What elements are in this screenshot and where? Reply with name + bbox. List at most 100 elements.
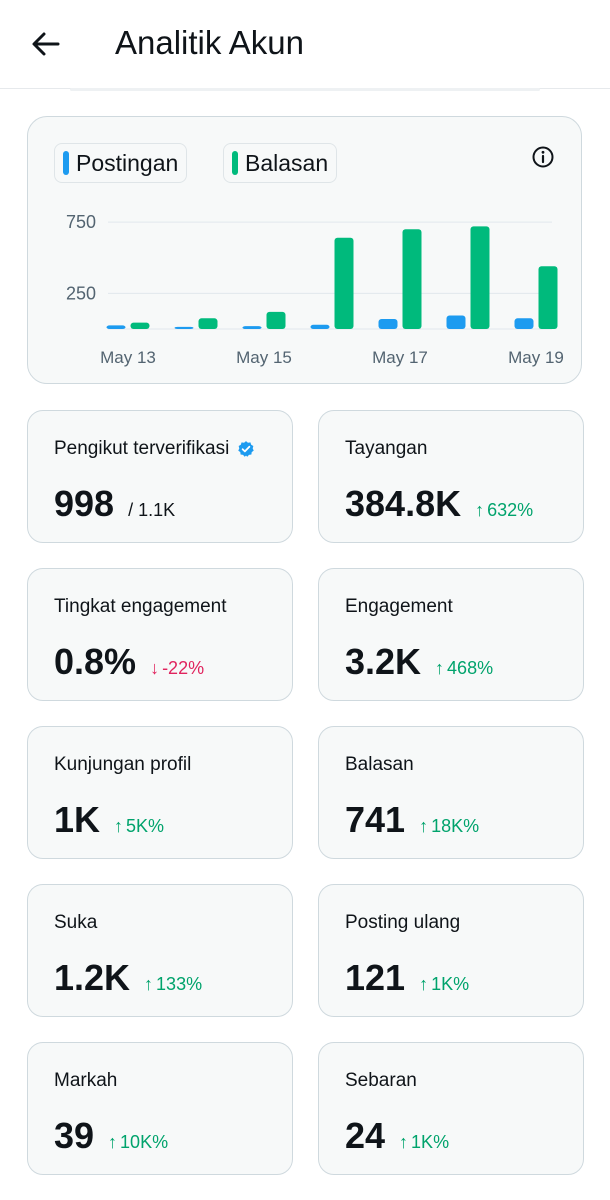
- stat-card[interactable]: Markah 39 ↑ 10K%: [27, 1042, 293, 1175]
- stat-row: 998 / 1.1K: [54, 483, 175, 525]
- bar-postingan-may-19: [514, 318, 534, 329]
- stat-change-value: 10K%: [120, 1132, 169, 1152]
- stat-value: 121: [345, 957, 406, 998]
- bar-balasan-may-19: [538, 266, 558, 329]
- stat-change-value: 632%: [487, 500, 534, 520]
- stat-row: 1.2K ↑ 133%: [54, 957, 202, 999]
- stat-value: 3.2K: [345, 641, 422, 682]
- stat-change: ↑ 468%: [435, 658, 493, 679]
- stat-change: ↑ 10K%: [108, 1132, 168, 1153]
- stat-label-text: Posting ulang: [345, 912, 461, 933]
- stat-change: ↓ -22%: [150, 658, 204, 679]
- arrow-up-icon: ↑: [114, 816, 124, 836]
- legend-item-postingan[interactable]: Postingan: [54, 143, 188, 183]
- bar-postingan-may-17: [378, 319, 398, 329]
- stat-card[interactable]: Sebaran 24 ↑ 1K%: [318, 1042, 584, 1175]
- bar-postingan-may-14: [174, 326, 194, 329]
- stat-value: 998: [54, 483, 115, 524]
- page-title: Analitik Akun: [115, 24, 304, 61]
- y-tick-label: 250: [66, 283, 96, 303]
- stat-row: 384.8K ↑ 632%: [345, 483, 533, 525]
- stat-label: Pengikut terverifikasi: [54, 438, 255, 460]
- legend-swatch: [232, 151, 238, 175]
- arrow-up-icon: ↑: [475, 500, 485, 520]
- arrow-up-icon: ↑: [108, 1132, 118, 1152]
- stat-card[interactable]: Balasan 741 ↑ 18K%: [318, 726, 584, 859]
- stat-label-text: Engagement: [345, 596, 453, 617]
- stat-label-text: Pengikut terverifikasi: [54, 438, 230, 459]
- stat-row: 1K ↑ 5K%: [54, 799, 164, 841]
- legend-label: Postingan: [76, 149, 179, 176]
- stat-label-text: Balasan: [345, 754, 414, 775]
- stat-change-value: 5K%: [126, 816, 165, 836]
- info-icon: [532, 146, 554, 168]
- x-tick-label: May 15: [236, 348, 292, 367]
- stat-value: 741: [345, 799, 406, 840]
- stat-label: Kunjungan profil: [54, 754, 191, 776]
- stat-value: 384.8K: [345, 483, 462, 524]
- stat-change-value: 18K%: [431, 816, 480, 836]
- arrow-up-icon: ↑: [435, 658, 445, 678]
- stat-change: ↑ 133%: [144, 974, 202, 995]
- x-tick-label: May 17: [372, 348, 428, 367]
- stat-value: 1.2K: [54, 957, 131, 998]
- chart-card: Postingan Balasan 750 250 May 13 May 15 May …: [27, 116, 582, 384]
- bar-balasan-may-16: [334, 237, 354, 329]
- stat-card[interactable]: Tingkat engagement 0.8% ↓ -22%: [27, 568, 293, 701]
- stat-row: 3.2K ↑ 468%: [345, 641, 493, 683]
- back-button[interactable]: [28, 26, 64, 62]
- stat-label: Sebaran: [345, 1070, 417, 1092]
- stat-card[interactable]: Engagement 3.2K ↑ 468%: [318, 568, 584, 701]
- arrow-up-icon: ↑: [144, 974, 154, 994]
- stat-value: 0.8%: [54, 641, 137, 682]
- info-button[interactable]: [531, 145, 555, 169]
- bar-postingan-may-13: [106, 325, 126, 329]
- stat-row: 39 ↑ 10K%: [54, 1115, 168, 1157]
- stat-value: 1K: [54, 799, 101, 840]
- stat-change-value: 1K%: [411, 1132, 450, 1152]
- stat-value: 39: [54, 1115, 95, 1156]
- bar-balasan-may-14: [198, 318, 218, 329]
- stat-value: 24: [345, 1115, 386, 1156]
- stat-label-text: Markah: [54, 1070, 118, 1091]
- y-tick-label: 750: [66, 212, 96, 232]
- stat-label: Suka: [54, 912, 97, 934]
- stat-label: Tayangan: [345, 438, 427, 460]
- top-bar: Analitik Akun: [0, 0, 610, 89]
- stat-change: ↑ 18K%: [419, 816, 479, 837]
- stat-change: ↑ 632%: [475, 500, 533, 521]
- stat-change: ↑ 1K%: [399, 1132, 449, 1153]
- stat-card[interactable]: Pengikut terverifikasi 998 / 1.1K: [27, 410, 293, 543]
- arrow-up-icon: ↑: [419, 816, 429, 836]
- arrow-up-icon: ↑: [399, 1132, 409, 1152]
- legend-swatch: [63, 151, 69, 175]
- x-tick-label: May 13: [100, 348, 156, 367]
- divider: [70, 88, 540, 91]
- arrow-down-icon: ↓: [150, 658, 160, 678]
- stat-row: 121 ↑ 1K%: [345, 957, 469, 999]
- stat-row: 741 ↑ 18K%: [345, 799, 479, 841]
- stat-label-text: Tingkat engagement: [54, 596, 227, 617]
- bar-postingan-may-18: [446, 315, 466, 329]
- stat-card[interactable]: Suka 1.2K ↑ 133%: [27, 884, 293, 1017]
- bar-balasan-may-15: [266, 311, 286, 329]
- legend-item-balasan[interactable]: Balasan: [223, 143, 338, 183]
- stat-card[interactable]: Kunjungan profil 1K ↑ 5K%: [27, 726, 293, 859]
- stat-change: ↑ 5K%: [114, 816, 164, 837]
- bar-postingan-may-16: [310, 324, 330, 329]
- stat-change-value: 468%: [447, 658, 494, 678]
- stat-row: 24 ↑ 1K%: [345, 1115, 449, 1157]
- bar-balasan-may-17: [402, 229, 422, 329]
- stat-card[interactable]: Tayangan 384.8K ↑ 632%: [318, 410, 584, 543]
- legend-label: Balasan: [245, 149, 329, 176]
- stat-label-text: Tayangan: [345, 438, 428, 459]
- stat-label: Markah: [54, 1070, 117, 1092]
- stat-change-value: -22%: [162, 658, 205, 678]
- verified-badge-icon: [238, 441, 255, 457]
- bar-chart: 750 250 May 13 May 15 May 17 May 19: [66, 212, 564, 367]
- stat-card[interactable]: Posting ulang 121 ↑ 1K%: [318, 884, 584, 1017]
- arrow-left-icon: [32, 32, 60, 56]
- stat-label: Posting ulang: [345, 912, 460, 934]
- stat-change-value: 133%: [156, 974, 203, 994]
- stat-change-value: 1K%: [431, 974, 470, 994]
